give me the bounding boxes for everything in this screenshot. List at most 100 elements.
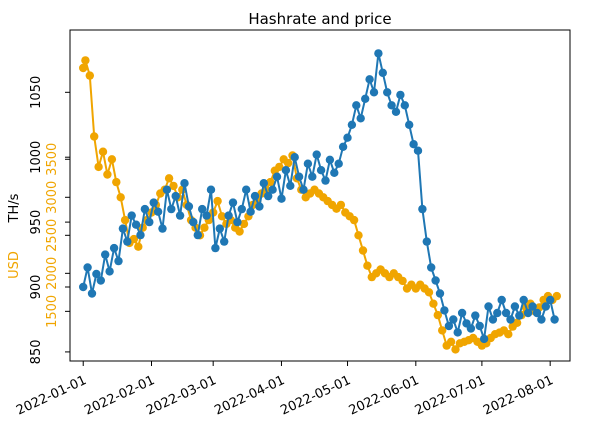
data-point-hashrate [242,185,251,194]
data-point-hashrate [290,153,299,162]
data-point-price [90,132,99,141]
y-axis: 850 900 950 1000 1050 1500 2000 2500 3000 3500 [29,76,70,364]
data-point-hashrate [105,267,114,276]
data-point-hashrate [479,334,489,344]
data-point-hashrate [422,237,431,246]
data-point-price [512,318,522,327]
data-point-price [81,56,90,65]
y-tick-label-hashrate: 950 [29,210,44,235]
data-point-hashrate [501,308,511,318]
data-point-price [239,219,249,229]
data-point-hashrate [180,179,189,188]
data-point-price [354,231,363,240]
data-point-hashrate [189,217,198,227]
y-tick-label-price: 2000 [45,257,60,290]
data-point-hashrate [268,185,277,194]
data-point-hashrate [391,107,401,117]
data-point-hashrate [312,150,321,159]
data-point-price [429,299,438,308]
data-point-hashrate [396,90,405,100]
data-point-hashrate [308,172,317,181]
data-point-price [504,330,513,339]
data-point-hashrate [224,211,233,220]
data-point-hashrate [246,207,255,216]
data-point-hashrate [334,159,343,168]
data-point-hashrate [444,321,454,331]
data-point-hashrate [83,263,92,272]
data-point-hashrate [211,243,220,253]
data-point-hashrate [506,315,515,324]
data-point-hashrate [374,49,383,58]
data-point-price [116,193,125,202]
data-point-price [98,147,108,156]
data-point-price [85,71,95,80]
data-point-hashrate [519,295,528,305]
data-point-hashrate [316,166,326,175]
data-point-hashrate [510,302,520,311]
data-point-hashrate [158,224,167,233]
data-point-hashrate [193,230,202,240]
data-point-hashrate [369,88,379,97]
data-point-hashrate [277,194,286,203]
data-point-hashrate [233,217,242,227]
data-point-hashrate [550,315,559,324]
data-point-price [275,162,284,172]
data-point-hashrate [493,308,502,318]
data-point-hashrate [114,256,123,266]
data-point-hashrate [171,191,180,201]
data-point-hashrate [299,185,308,194]
data-point-price [129,234,139,244]
data-point-hashrate [528,302,537,311]
data-point-price [451,345,460,354]
data-point-hashrate [343,133,352,142]
data-point-hashrate [330,168,339,177]
data-point-hashrate [220,237,229,246]
data-point-hashrate [123,237,132,246]
y-tick-label-price: 3000 [45,181,60,214]
data-point-hashrate [405,120,414,129]
data-point-hashrate [250,191,260,201]
data-point-hashrate [87,289,97,298]
data-point-hashrate [497,295,506,305]
data-point-hashrate [92,269,101,279]
data-point-hashrate [303,159,313,168]
data-point-hashrate [215,224,224,233]
data-point-hashrate [325,155,335,164]
data-point-price [169,181,178,191]
data-point-hashrate [127,211,136,220]
data-point-hashrate [96,276,106,285]
data-point-hashrate [427,263,436,272]
data-point-price [336,200,346,210]
data-point-hashrate [356,114,365,123]
data-point-hashrate [435,289,445,298]
data-point-hashrate [378,68,387,78]
data-point-price [164,174,174,183]
series-price [79,56,561,354]
data-point-hashrate [352,101,361,110]
data-point-hashrate [409,140,418,149]
data-point-price [79,63,88,73]
data-point-hashrate [475,321,484,331]
data-point-hashrate [440,306,449,315]
data-point-price [438,326,447,335]
data-point-price [283,158,293,168]
data-point-price [134,242,143,251]
data-point-hashrate [431,276,440,285]
data-point-hashrate [449,315,458,324]
data-point-hashrate [167,204,176,214]
data-point-hashrate [488,315,498,324]
data-point-price [358,246,368,255]
data-point-price [213,196,222,206]
data-point-hashrate [338,142,348,151]
data-point-hashrate [413,146,423,155]
data-point-price [552,291,561,301]
data-point-hashrate [294,172,304,181]
data-point-price [94,162,103,172]
data-point-price [363,261,372,270]
data-point-hashrate [321,176,330,185]
data-point-hashrate [109,243,119,253]
y-axis-label-hashrate: TH/s [7,193,22,223]
data-point-price [112,177,121,187]
data-point-hashrate [175,211,185,220]
data-point-hashrate [264,191,273,201]
